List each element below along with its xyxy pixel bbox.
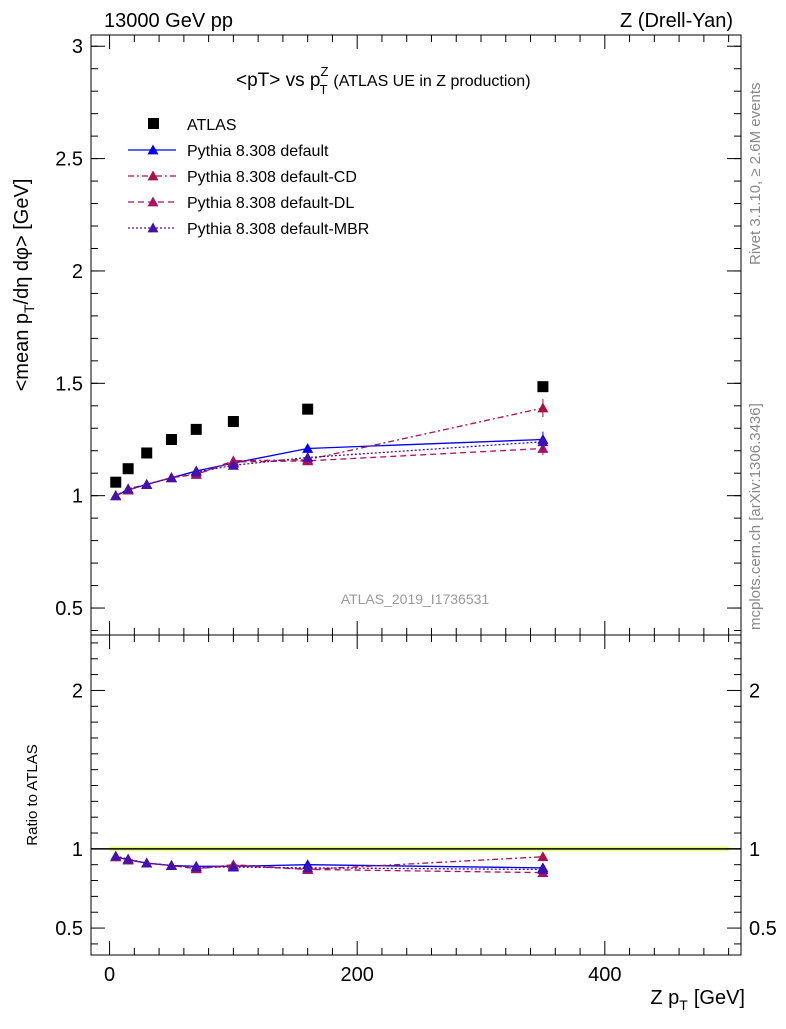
- data-point-triangle: [537, 436, 549, 447]
- ratio-y-tick-label-left: 0.5: [55, 918, 83, 940]
- main-y-axis-label: <mean pT/dη dφ> [GeV]: [11, 179, 37, 392]
- ratio-y-tick-label-left: 1: [72, 839, 83, 861]
- data-point-triangle: [190, 466, 202, 477]
- ratio-y-tick-label-right: 1: [749, 839, 760, 861]
- ratio-y-tick-label-right: 0.5: [749, 918, 777, 940]
- data-point-triangle: [537, 402, 549, 413]
- atlas-data-point: [537, 381, 549, 393]
- ratio-plot-panel: 0 200 400 0.5 0.5 1 1 2 2 Ratio to ATLAS Z pT [Ge…: [24, 634, 777, 1013]
- ratio-series-pythia-8-308-default-cd: [110, 851, 549, 874]
- main-y-axis-label-sub: T: [21, 304, 37, 313]
- data-point-triangle: [537, 851, 549, 862]
- data-point-triangle: [165, 472, 177, 483]
- series-pythia-8-308-default-mbr: [110, 433, 549, 501]
- data-point-triangle: [227, 861, 239, 872]
- ratio-plot-series: [110, 850, 549, 878]
- main-y-tick-label: 1: [72, 486, 83, 508]
- data-point-triangle: [147, 196, 159, 207]
- legend-label: Pythia 8.308 default-DL: [187, 195, 354, 212]
- data-point-triangle: [165, 859, 177, 870]
- analysis-watermark: ATLAS_2019_I1736531: [341, 591, 490, 607]
- x-tick-label: 400: [588, 964, 621, 986]
- data-point-triangle: [147, 222, 159, 233]
- header-right: Z (Drell-Yan): [620, 10, 733, 32]
- data-point-triangle: [110, 850, 122, 861]
- series-line: [115, 407, 544, 497]
- data-point-triangle: [537, 863, 549, 874]
- atlas-data-point: [302, 403, 314, 415]
- main-y-tick-label: 2.5: [55, 149, 83, 171]
- ratio-series-pythia-8-308-default-dl: [110, 851, 549, 878]
- legend-item: Pythia 8.308 default-CD: [128, 169, 357, 186]
- x-axis-label-a: Z p: [650, 987, 679, 1009]
- data-point-triangle: [141, 478, 153, 489]
- atlas-data-point: [165, 433, 177, 445]
- data-point-triangle: [122, 483, 134, 494]
- data-point-triangle: [302, 442, 314, 453]
- plot-title: <pT> vs pZ T (ATLAS UE in Z production): [236, 64, 531, 97]
- atlas-data-point: [110, 476, 122, 488]
- data-point-triangle: [110, 490, 122, 501]
- main-y-axis-label-b: /dη dφ> [GeV]: [11, 179, 33, 305]
- series-line: [115, 447, 543, 497]
- x-axis-label-b: [GeV]: [694, 987, 745, 1009]
- x-tick-label: 0: [104, 964, 115, 986]
- main-plot-ticks: 0.5 1 1.5 2 2.5 3: [55, 35, 741, 635]
- x-axis-label: Z pT [GeV]: [650, 987, 745, 1013]
- data-point-triangle: [147, 170, 159, 181]
- ratio-uncertainty-band: [91, 846, 741, 852]
- atlas-data-point: [122, 463, 134, 475]
- series-pythia-8-308-default-dl: [110, 441, 549, 501]
- legend: ATLAS Pythia 8.308 default Pythia 8.308 de…: [128, 117, 369, 238]
- atlas-data-point: [141, 447, 153, 459]
- legend-item: Pythia 8.308 default-MBR: [128, 221, 369, 238]
- data-point-triangle: [302, 862, 314, 873]
- data-point-triangle: [122, 853, 134, 864]
- data-point-triangle: [227, 459, 239, 470]
- ratio-y-tick-label-left: 2: [72, 680, 83, 702]
- atlas-data-point: [227, 416, 239, 428]
- data-point-triangle: [141, 857, 153, 868]
- legend-label: ATLAS: [187, 117, 237, 134]
- legend-label: Pythia 8.308 default-MBR: [187, 221, 369, 238]
- legend-label: Pythia 8.308 default: [187, 143, 329, 160]
- x-tick-label: 200: [341, 964, 374, 986]
- plot-title-rest: (ATLAS UE in Z production): [333, 73, 530, 90]
- legend-label: Pythia 8.308 default-CD: [187, 169, 357, 186]
- data-point-triangle: [147, 144, 159, 155]
- data-point-triangle: [190, 861, 202, 872]
- ratio-y-tick-label-right: 2: [749, 680, 760, 702]
- x-axis-label-sub: T: [679, 997, 688, 1013]
- plot-title-sub: T: [319, 82, 327, 97]
- ratio-series-line: [115, 855, 543, 871]
- header-left: 13000 GeV pp: [104, 10, 233, 32]
- plot-title-sup: Z: [321, 64, 329, 79]
- legend-item: Pythia 8.308 default: [128, 143, 329, 160]
- main-y-axis-label-a: <mean p: [11, 313, 33, 391]
- ratio-y-axis-label: Ratio to ATLAS: [24, 744, 41, 845]
- main-y-tick-label: 1.5: [55, 373, 83, 395]
- ratio-series-pythia-8-308-default-mbr: [110, 850, 549, 874]
- ratio-plot-ticks: 0 200 400 0.5 0.5 1 1 2 2: [55, 635, 777, 986]
- main-y-tick-label: 2: [72, 261, 83, 283]
- plot-title-main: <pT> vs p: [236, 70, 321, 91]
- legend-item: ATLAS: [148, 117, 237, 134]
- main-y-tick-label: 0.5: [55, 598, 83, 620]
- rivet-version-text: Rivet 3.1.10, ≥ 2.6M events: [747, 83, 764, 266]
- series-pythia-8-308-default-cd: [110, 399, 549, 501]
- main-plot-series: [110, 381, 549, 501]
- data-point-triangle: [302, 451, 314, 462]
- legend-marker-square: [148, 118, 159, 129]
- atlas-data-point: [190, 423, 202, 435]
- main-y-tick-label: 3: [72, 36, 83, 58]
- legend-item: Pythia 8.308 default-DL: [128, 195, 354, 212]
- main-plot-panel: 0.511.522.53 <pT> vs pZ T (ATLAS UE in Z p…: [11, 34, 742, 636]
- series-atlas: [110, 381, 549, 488]
- ratio-plot-frame: [90, 634, 742, 956]
- series-line: [115, 438, 543, 497]
- series-line: [115, 441, 543, 497]
- mcplots-reference-text: mcplots.cern.ch [arXiv:1306.3436]: [747, 403, 764, 630]
